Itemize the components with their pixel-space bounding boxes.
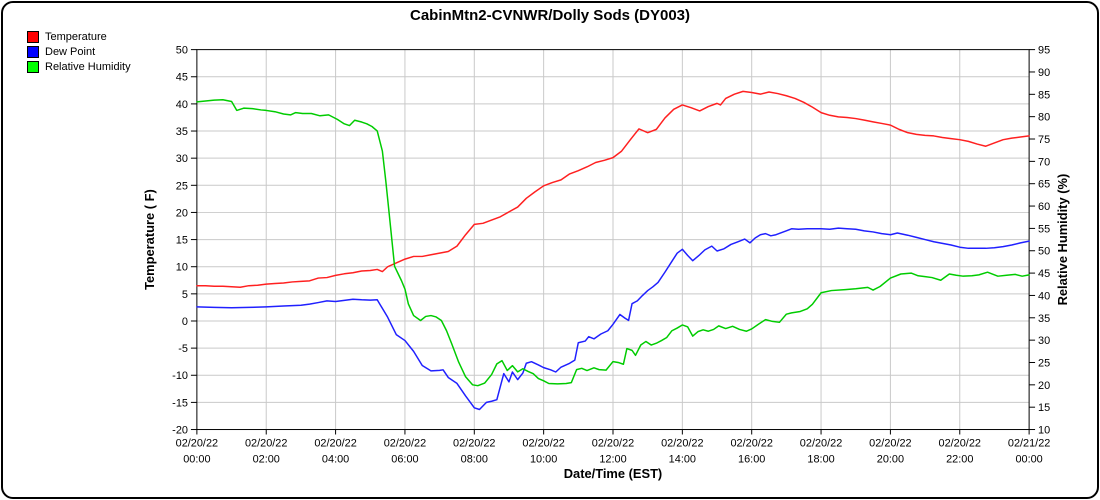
- x-tick-date-label: 02/20/22: [661, 437, 703, 449]
- x-tick-date-label: 02/20/22: [592, 437, 634, 449]
- x-tick-time-label: 04:00: [322, 453, 349, 465]
- y-left-tick-label: 25: [176, 180, 188, 192]
- legend-item-temperature: Temperature: [27, 29, 131, 44]
- y-left-tick-label: -10: [172, 370, 188, 382]
- y-right-tick-label: 75: [1038, 134, 1050, 146]
- legend-item-relative-humidity: Relative Humidity: [27, 59, 131, 74]
- legend-label-temperature: Temperature: [45, 30, 107, 43]
- y-right-tick-label: 70: [1038, 156, 1050, 168]
- legend-label-relative-humidity: Relative Humidity: [45, 60, 131, 73]
- x-tick-time-label: 08:00: [461, 453, 488, 465]
- x-tick-time-label: 12:00: [599, 453, 626, 465]
- y-left-tick-label: 30: [176, 153, 188, 165]
- x-tick-date-label: 02/20/22: [869, 437, 911, 449]
- y-right-tick-label: 45: [1038, 268, 1050, 280]
- x-tick-date-label: 02/20/22: [730, 437, 772, 449]
- dew-point-swatch-icon: [27, 45, 39, 58]
- temperature-swatch-icon: [27, 30, 39, 43]
- y-right-tick-label: 90: [1038, 67, 1050, 79]
- y-left-tick-label: 35: [176, 126, 188, 138]
- y-left-tick-label: 40: [176, 99, 188, 111]
- y-left-tick-label: -15: [172, 397, 188, 409]
- y-right-tick-label: 40: [1038, 290, 1050, 302]
- y-right-tick-label: 35: [1038, 313, 1050, 325]
- x-tick-date-label: 02/20/22: [176, 437, 218, 449]
- y-left-tick-label: 20: [176, 207, 188, 219]
- x-tick-time-label: 06:00: [391, 453, 418, 465]
- y-right-tick-label: 95: [1038, 45, 1050, 57]
- series-temperature: [196, 90, 1030, 289]
- x-tick-time-label: 18:00: [807, 453, 834, 465]
- legend-item-dew-point: Dew Point: [27, 44, 131, 59]
- series-dew-point: [196, 227, 1030, 411]
- y-right-axis-title: Relative Humidity (%): [1055, 174, 1070, 306]
- y-axis-right: 95 90 85 80 75 70 65 60 55 50 45 40 35 30 25 20 15 10: [1029, 45, 1050, 437]
- x-tick-date-label: 02/20/22: [939, 437, 981, 449]
- y-left-axis-title: Temperature ( F): [142, 189, 157, 290]
- y-left-tick-label: 5: [182, 289, 188, 301]
- y-right-tick-label: 80: [1038, 112, 1050, 124]
- x-axis-title: Date/Time (EST): [564, 466, 663, 481]
- x-tick-date-label: 02/20/22: [314, 437, 356, 449]
- y-left-tick-label: 45: [176, 72, 188, 84]
- legend: Temperature Dew Point Relative Humidity: [27, 29, 131, 74]
- y-right-tick-label: 30: [1038, 335, 1050, 347]
- x-tick-time-label: 00:00: [183, 453, 210, 465]
- x-tick-date-label: 02/21/22: [1008, 437, 1050, 449]
- y-left-tick-label: 0: [182, 316, 188, 328]
- y-right-tick-label: 50: [1038, 246, 1050, 258]
- series-relative-humidity: [196, 98, 1030, 387]
- y-right-tick-label: 10: [1038, 425, 1050, 437]
- x-tick-date-label: 02/20/22: [800, 437, 842, 449]
- x-tick-time-label: 10:00: [530, 453, 557, 465]
- chart-canvas: 50454035302520151050-5-10-15-20959085807…: [142, 45, 1070, 482]
- x-tick-time-label: 14:00: [669, 453, 696, 465]
- y-right-tick-label: 15: [1038, 402, 1050, 414]
- y-left-tick-label: 10: [176, 262, 188, 274]
- y-left-tick-label: 50: [176, 45, 188, 57]
- x-tick-time-label: 02:00: [253, 453, 280, 465]
- x-tick-date-label: 02/20/22: [384, 437, 426, 449]
- y-left-tick-label: -5: [178, 343, 188, 355]
- x-tick-date-label: 02/20/22: [453, 437, 495, 449]
- y-right-tick-label: 85: [1038, 89, 1050, 101]
- y-right-tick-label: 25: [1038, 357, 1050, 369]
- relative-humidity-swatch-icon: [27, 60, 39, 73]
- legend-label-dew-point: Dew Point: [45, 45, 96, 58]
- y-left-tick-label: -20: [172, 425, 188, 437]
- y-right-tick-label: 20: [1038, 380, 1050, 392]
- x-tick-time-label: 00:00: [1015, 453, 1042, 465]
- y-right-tick-label: 55: [1038, 223, 1050, 235]
- y-right-tick-label: 65: [1038, 179, 1050, 191]
- chart-title: CabinMtn2-CVNWR/Dolly Sods (DY003): [409, 7, 691, 24]
- x-tick-time-label: 22:00: [946, 453, 973, 465]
- gridlines: [196, 49, 1030, 430]
- x-tick-date-label: 02/20/22: [245, 437, 287, 449]
- x-tick-time-label: 20:00: [877, 453, 904, 465]
- y-left-tick-label: 15: [176, 235, 188, 247]
- x-axis: 02/20/22 00:00 02/20/22 02:00 02/20/22 04:00 0…: [176, 429, 1050, 465]
- y-right-tick-label: 60: [1038, 201, 1050, 213]
- x-tick-time-label: 16:00: [738, 453, 765, 465]
- x-tick-date-label: 02/20/22: [522, 437, 564, 449]
